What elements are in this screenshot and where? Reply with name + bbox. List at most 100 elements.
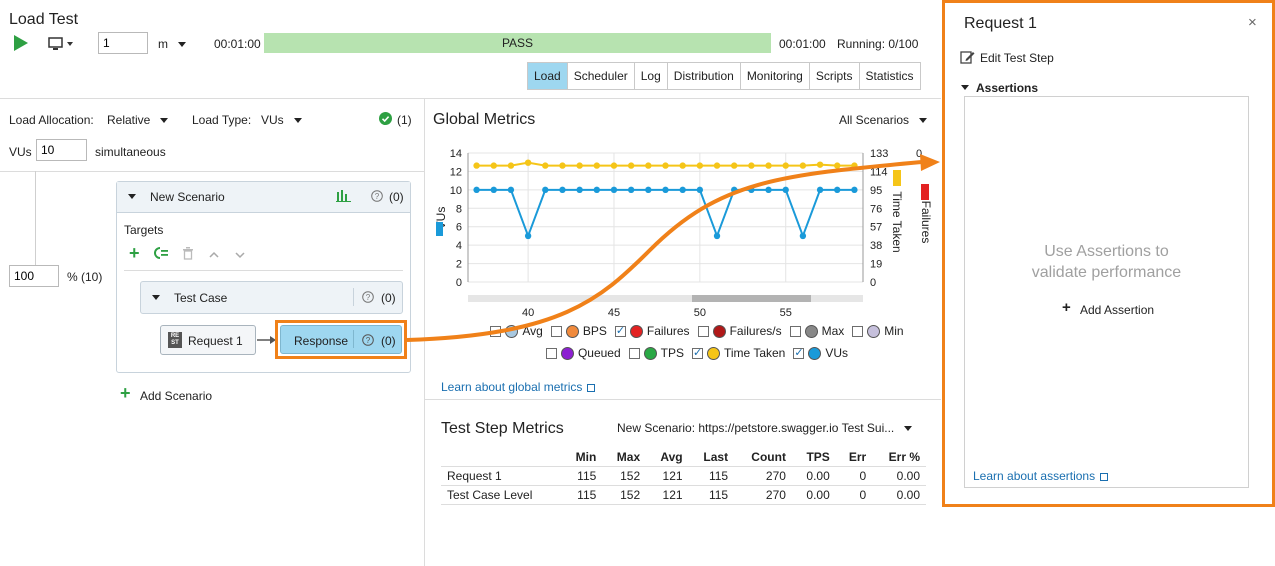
data-point bbox=[765, 186, 772, 194]
add-icon[interactable]: + bbox=[129, 243, 140, 263]
divider bbox=[425, 399, 941, 400]
legend-checkbox[interactable] bbox=[789, 325, 801, 337]
scenario-header[interactable] bbox=[117, 182, 410, 213]
legend-item[interactable]: TPS bbox=[628, 346, 684, 360]
table-row[interactable]: Request 1 115 152 121 115 270 0.00 0 0.00 bbox=[441, 466, 926, 486]
monitor-icon[interactable] bbox=[48, 36, 76, 52]
column-header[interactable] bbox=[441, 448, 562, 467]
load-allocation-select[interactable]: Relative bbox=[107, 113, 169, 127]
help-icon[interactable]: ? bbox=[362, 334, 374, 349]
data-point bbox=[490, 162, 497, 169]
table-cell: 115 bbox=[561, 466, 603, 486]
add-scenario-button[interactable]: Add Scenario bbox=[140, 389, 213, 403]
bar-chart-icon[interactable] bbox=[336, 189, 351, 205]
column-header[interactable]: TPS bbox=[791, 448, 836, 467]
tab-scripts[interactable]: Scripts bbox=[808, 63, 859, 89]
column-header[interactable]: Min bbox=[561, 448, 603, 467]
response-count: (0) bbox=[381, 334, 396, 348]
legend-item[interactable]: VUs bbox=[793, 346, 848, 360]
request-panel bbox=[942, 0, 1275, 507]
play-icon[interactable] bbox=[14, 35, 28, 51]
table-cell: 115 bbox=[688, 485, 735, 505]
legend-item[interactable]: Failures/s bbox=[697, 324, 782, 338]
test-step-filter-select[interactable]: New Scenario: https://petstore.swagger.i… bbox=[617, 421, 913, 435]
legend-item[interactable]: Avg bbox=[490, 324, 543, 338]
collapse-icon[interactable] bbox=[128, 194, 136, 199]
test-case-header[interactable] bbox=[140, 281, 403, 314]
legend-item[interactable]: Failures bbox=[614, 324, 690, 338]
edit-test-step-button[interactable]: Edit Test Step bbox=[980, 51, 1054, 65]
test-step-metrics-title: Test Step Metrics bbox=[441, 420, 564, 437]
tab-log[interactable]: Log bbox=[633, 63, 667, 89]
vus-input[interactable] bbox=[36, 139, 87, 161]
data-point bbox=[834, 162, 841, 169]
legend-item[interactable]: BPS bbox=[550, 324, 607, 338]
scenario-filter-select[interactable]: All Scenarios bbox=[839, 113, 928, 127]
table-row[interactable]: Test Case Level 115 152 121 115 270 0.00 0 0.00 bbox=[441, 485, 926, 505]
duration-unit-select[interactable]: m bbox=[158, 37, 186, 51]
load-type-label: Load Type: bbox=[192, 113, 252, 127]
legend-checkbox[interactable] bbox=[793, 346, 805, 359]
add-assertion-button[interactable]: Add Assertion bbox=[1080, 303, 1155, 317]
collapse-icon[interactable] bbox=[961, 85, 969, 90]
percent-input[interactable] bbox=[9, 265, 59, 287]
learn-global-metrics-link[interactable]: Learn about global metrics bbox=[441, 380, 596, 394]
plus-icon[interactable]: + bbox=[1062, 299, 1071, 316]
legend-item[interactable]: Time Taken bbox=[692, 346, 785, 360]
svg-text:?: ? bbox=[366, 293, 371, 302]
highlight-box bbox=[275, 320, 407, 359]
legend-checkbox[interactable] bbox=[692, 346, 703, 359]
add-icon[interactable]: + bbox=[120, 383, 131, 403]
data-point bbox=[576, 186, 583, 194]
external-link-icon bbox=[1100, 472, 1109, 481]
collapse-icon[interactable] bbox=[152, 295, 160, 300]
legend-checkbox[interactable] bbox=[697, 325, 709, 337]
distribution-slider-track[interactable] bbox=[35, 171, 36, 265]
legend-checkbox[interactable] bbox=[852, 325, 864, 337]
edit-icon[interactable] bbox=[960, 50, 975, 67]
load-type-select[interactable]: VUs bbox=[261, 113, 302, 127]
rest-icon: RE ST bbox=[168, 332, 182, 348]
help-icon[interactable]: ? bbox=[371, 190, 383, 205]
duration-input[interactable] bbox=[98, 32, 148, 54]
move-down-icon[interactable] bbox=[235, 248, 245, 262]
tab-distribution[interactable]: Distribution bbox=[666, 63, 740, 89]
legend-item[interactable]: Min bbox=[852, 324, 904, 338]
help-icon[interactable]: ? bbox=[362, 291, 374, 306]
legend-checkbox[interactable] bbox=[545, 347, 557, 359]
legend-label: Min bbox=[884, 324, 904, 338]
legend-checkbox[interactable] bbox=[490, 325, 502, 337]
tab-scheduler[interactable]: Scheduler bbox=[566, 63, 634, 89]
move-up-icon[interactable] bbox=[209, 248, 219, 262]
external-link-icon bbox=[587, 383, 596, 392]
column-header[interactable]: Last bbox=[688, 448, 735, 467]
legend-checkbox[interactable] bbox=[550, 325, 562, 337]
legend-checkbox[interactable] bbox=[628, 347, 640, 359]
legend-item[interactable]: Queued bbox=[545, 346, 621, 360]
data-point bbox=[559, 162, 566, 169]
chevron-down-icon bbox=[178, 42, 186, 48]
divider bbox=[353, 288, 354, 306]
column-header[interactable]: Avg bbox=[646, 448, 689, 467]
tab-statistics[interactable]: Statistics bbox=[858, 63, 920, 89]
table-cell: 121 bbox=[646, 485, 689, 505]
assertions-header[interactable]: Assertions bbox=[976, 81, 1039, 95]
column-header[interactable]: Err % bbox=[872, 448, 926, 467]
data-point bbox=[748, 162, 755, 169]
data-point bbox=[730, 162, 738, 169]
add-multiple-icon[interactable] bbox=[153, 246, 169, 263]
column-header[interactable]: Max bbox=[602, 448, 647, 467]
legend-checkbox[interactable] bbox=[614, 324, 626, 337]
learn-assertions-link[interactable]: Learn about assertions bbox=[973, 469, 1109, 483]
column-header[interactable]: Err bbox=[835, 448, 873, 467]
legend-swatch bbox=[565, 324, 579, 338]
tab-monitoring[interactable]: Monitoring bbox=[739, 63, 809, 89]
delete-icon[interactable] bbox=[182, 246, 194, 263]
response-chip[interactable] bbox=[280, 325, 402, 354]
legend-item[interactable]: Max bbox=[789, 324, 844, 338]
y2-tick-label: 57 bbox=[870, 222, 882, 234]
column-header[interactable]: Count bbox=[734, 448, 792, 467]
close-icon[interactable]: × bbox=[1248, 14, 1257, 31]
tab-load[interactable]: Load bbox=[528, 63, 567, 89]
data-point bbox=[662, 186, 669, 194]
